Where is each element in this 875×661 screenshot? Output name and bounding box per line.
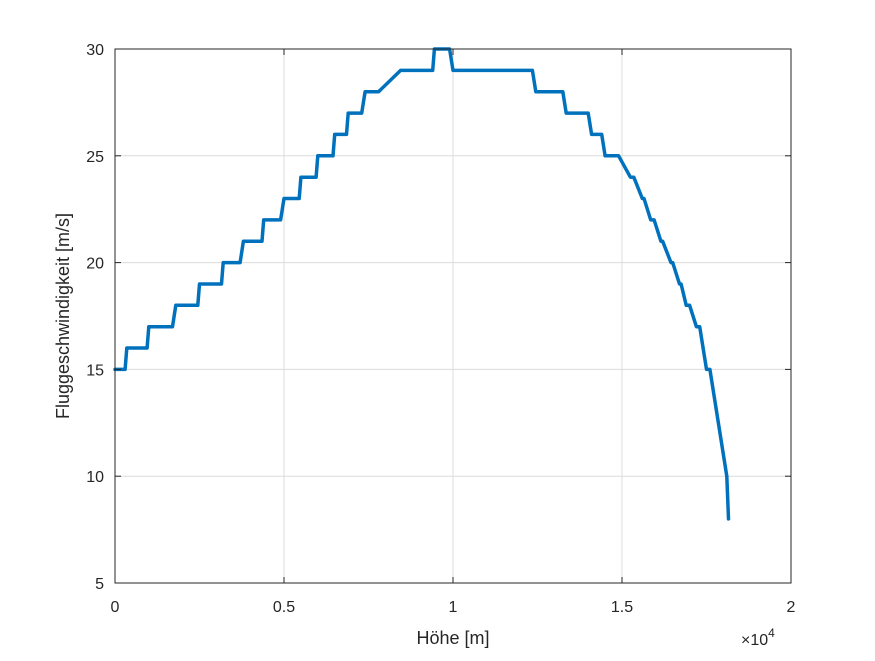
y-axis-label: Fluggeschwindigkeit [m/s] bbox=[53, 213, 73, 419]
grid bbox=[115, 49, 791, 583]
series-layer bbox=[113, 47, 731, 521]
x-tick-label: 1 bbox=[449, 599, 458, 616]
x-tick-label: 0 bbox=[111, 599, 120, 616]
y-tick-label: 15 bbox=[86, 362, 104, 379]
x-tick-label: 0.5 bbox=[273, 599, 295, 616]
x-axis-label: Höhe [m] bbox=[416, 628, 489, 648]
x-tick-label: 2 bbox=[787, 599, 796, 616]
y-tick-label: 30 bbox=[86, 42, 104, 59]
y-tick-label: 5 bbox=[95, 576, 104, 593]
y-tick-label: 20 bbox=[86, 256, 104, 273]
x-tick-label: 1.5 bbox=[611, 599, 633, 616]
y-tick-label: 10 bbox=[86, 469, 104, 486]
x-axis-exponent-power: 4 bbox=[768, 626, 775, 640]
series-line bbox=[113, 47, 731, 521]
x-axis-exponent-base: ×10 bbox=[741, 632, 768, 649]
y-tick-label: 25 bbox=[86, 149, 104, 166]
x-axis-exponent: ×104 bbox=[741, 626, 775, 649]
